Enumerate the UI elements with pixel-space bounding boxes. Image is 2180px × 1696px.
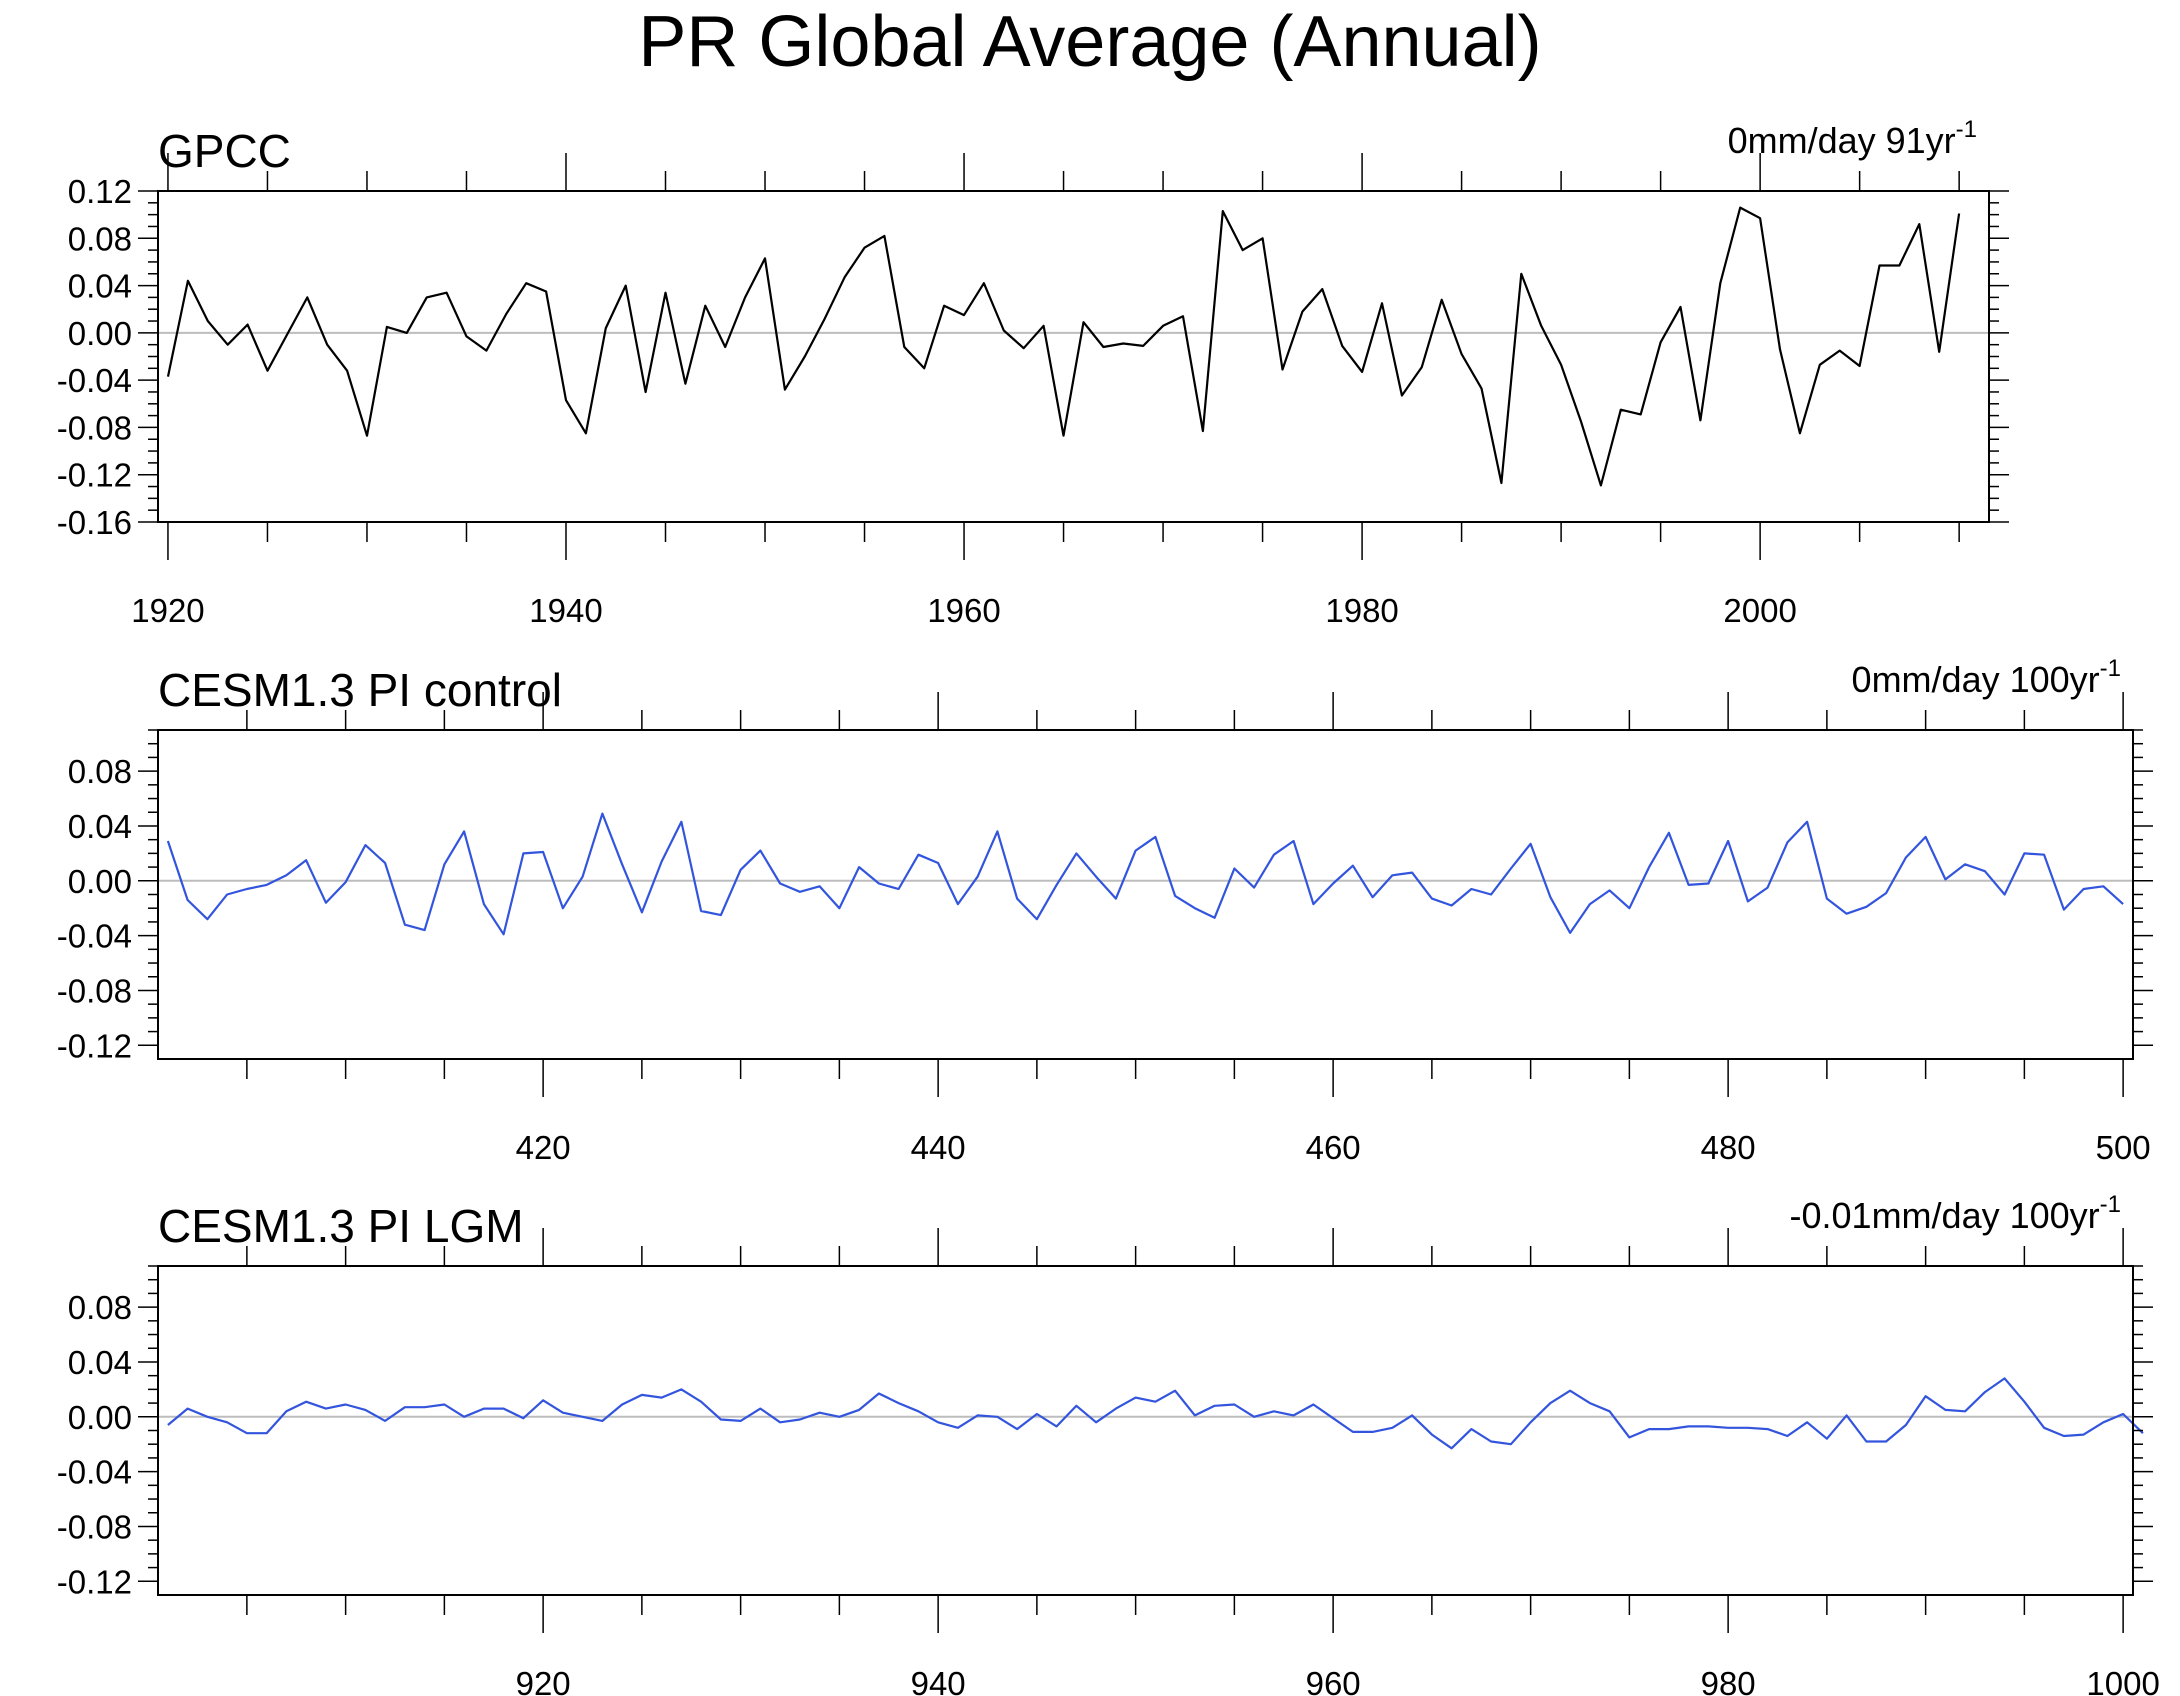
- y-tick-label: 0.00: [68, 1399, 132, 1436]
- x-tick-label: 1980: [1325, 592, 1398, 629]
- panel-cesm-pi-lgm: CESM1.3 PI LGM -0.01mm/day 100yr-1 -0.12…: [57, 1191, 2160, 1696]
- trend-annotation: -0.01mm/day 100yr-1: [1790, 1191, 2121, 1236]
- y-tick-label: -0.04: [57, 1454, 132, 1491]
- panel-title: CESM1.3 PI control: [158, 664, 562, 716]
- plot-frame: [157, 1265, 2134, 1596]
- trend-annotation-exponent: -1: [2100, 655, 2121, 682]
- y-tick-label: -0.08: [57, 972, 132, 1009]
- y-tick-label: -0.08: [57, 1508, 132, 1545]
- data-series-line: [166, 206, 1961, 487]
- y-tick-label: 0.00: [68, 315, 132, 352]
- x-tick-label: 420: [516, 1129, 571, 1166]
- y-tick-label: -0.08: [57, 409, 132, 446]
- x-tick-label: 920: [516, 1665, 571, 1696]
- trend-annotation: 0mm/day 100yr-1: [1852, 655, 2121, 700]
- y-tick-label: 0.00: [68, 863, 132, 900]
- y-tick-label: -0.12: [57, 457, 132, 494]
- x-tick-label: 2000: [1723, 592, 1796, 629]
- trend-annotation-exponent: -1: [1956, 116, 1977, 143]
- y-tick-label: -0.12: [57, 1027, 132, 1064]
- x-tick-label: 1960: [927, 592, 1000, 629]
- y-tick-label: -0.04: [57, 362, 132, 399]
- trend-annotation-text: -0.01mm/day 100yr: [1790, 1195, 2100, 1236]
- y-tick-label: 0.08: [68, 1289, 132, 1326]
- y-tick-label: 0.08: [68, 753, 132, 790]
- x-tick-label: 500: [2096, 1129, 2151, 1166]
- panel-cesm-pi-control: CESM1.3 PI control 0mm/day 100yr-1 -0.12…: [57, 655, 2153, 1166]
- plot-frame: [157, 190, 1990, 523]
- plot-frame: [157, 729, 2134, 1060]
- x-tick-label: 940: [911, 1665, 966, 1696]
- trend-annotation: 0mm/day 91yr-1: [1728, 116, 1977, 161]
- y-tick-label: 0.04: [68, 268, 132, 305]
- x-tick-label: 440: [911, 1129, 966, 1166]
- y-tick-label: 0.04: [68, 808, 132, 845]
- x-tick-label: 460: [1306, 1129, 1361, 1166]
- y-tick-label: -0.04: [57, 918, 132, 955]
- panel-gpcc: GPCC 0mm/day 91yr-1 -0.16 -0.12 -0.08 -0.04…: [57, 116, 2009, 629]
- x-tick-label: 1940: [529, 592, 602, 629]
- trend-annotation-text: 0mm/day 100yr: [1852, 659, 2100, 700]
- x-tick-label: 1000: [2086, 1665, 2159, 1696]
- trend-annotation-text: 0mm/day 91yr: [1728, 120, 1956, 161]
- panel-title: CESM1.3 PI LGM: [158, 1200, 524, 1252]
- y-tick-label: -0.16: [57, 504, 132, 541]
- x-tick-label: 1920: [131, 592, 204, 629]
- data-series-line: [166, 812, 2124, 936]
- x-tick-label: 960: [1306, 1665, 1361, 1696]
- trend-annotation-exponent: -1: [2100, 1191, 2121, 1218]
- y-tick-label: 0.12: [68, 173, 132, 210]
- y-tick-label: 0.08: [68, 220, 132, 257]
- x-tick-label: 980: [1701, 1665, 1756, 1696]
- panel-title: GPCC: [158, 125, 291, 177]
- figure-title: PR Global Average (Annual): [638, 2, 1542, 82]
- y-tick-label: 0.04: [68, 1344, 132, 1381]
- x-tick-label: 480: [1701, 1129, 1756, 1166]
- data-series-line: [167, 1377, 2144, 1450]
- y-tick-label: -0.12: [57, 1563, 132, 1600]
